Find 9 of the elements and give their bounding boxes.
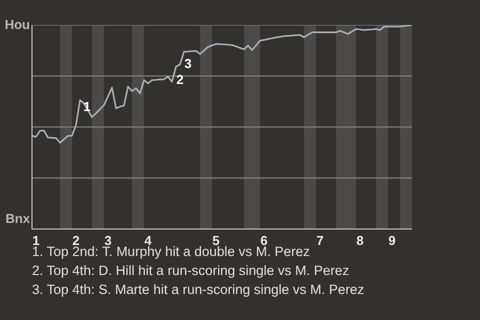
- text: Bnx: [4, 211, 30, 227]
- x-tick-label: 7: [316, 233, 324, 248]
- x-tick-label: 9: [388, 233, 396, 248]
- text: 2. Top 4th: D. Hill hit a run-scoring single vs M. Perez: [32, 262, 350, 280]
- annotation: 2: [175, 72, 185, 88]
- text: Hou: [4, 17, 30, 33]
- annotation: 3: [183, 56, 193, 72]
- x-tick-label: 8: [356, 233, 364, 248]
- text: 3. Top 4th: S. Marte hit a run-scoring single vs M. Perez: [32, 281, 364, 299]
